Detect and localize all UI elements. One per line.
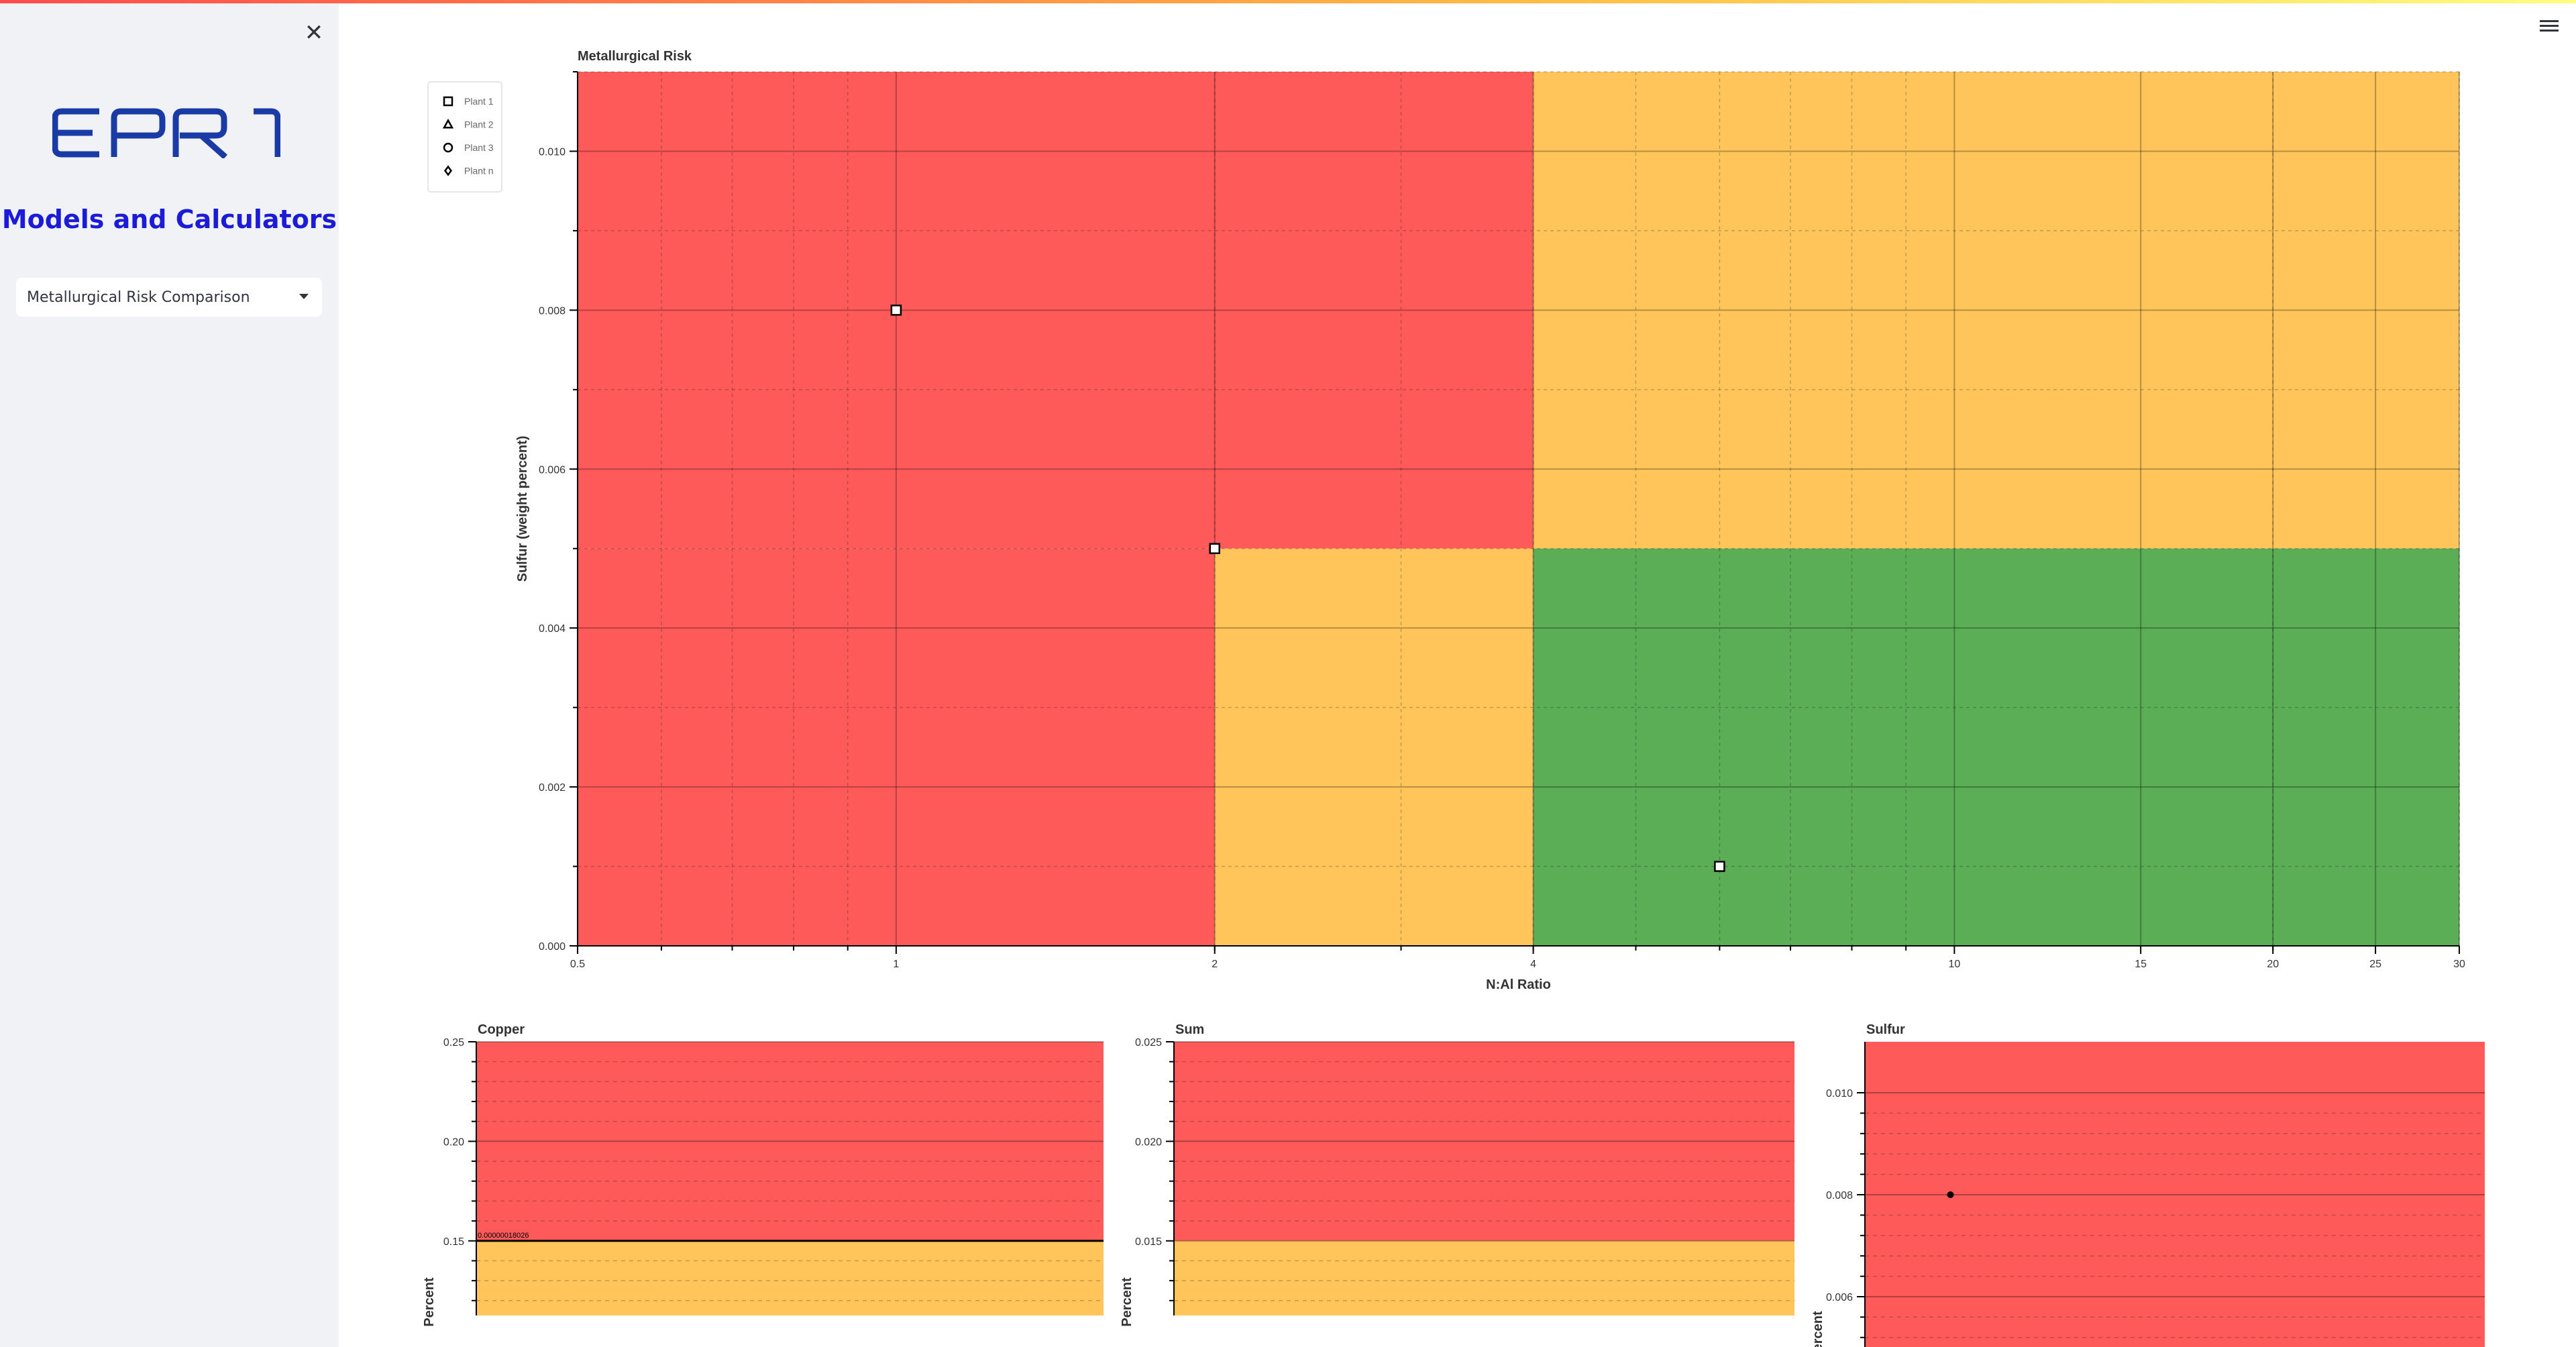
legend-box bbox=[427, 81, 502, 193]
legend-label: Plant 2 bbox=[464, 119, 494, 130]
legend-marker-square bbox=[443, 96, 453, 107]
risk-region bbox=[1865, 1042, 2485, 1347]
calculator-select[interactable]: Metallurgical Risk Comparison bbox=[16, 278, 322, 317]
y-axis-title: Percent bbox=[1120, 1277, 1134, 1327]
legend-label: Plant n bbox=[464, 166, 494, 176]
y-tick-label: 0.025 bbox=[1135, 1037, 1162, 1048]
x-tick-label: 25 bbox=[2369, 959, 2381, 970]
data-point bbox=[890, 305, 902, 316]
calculator-select-value: Metallurgical Risk Comparison bbox=[27, 288, 250, 306]
threshold-annotation: 0.00000018026 bbox=[478, 1232, 529, 1240]
chart-title: Metallurgical Risk bbox=[578, 49, 692, 64]
copper-chart: 0.15 0.20 0.25 Copper Percent 0.00000018026 bbox=[422, 1022, 1104, 1327]
sidebar: ✕ Models and Calculators Metallurgical R… bbox=[0, 3, 339, 1347]
y-tick-label: 0.006 bbox=[539, 464, 566, 476]
close-sidebar-button[interactable]: ✕ bbox=[299, 18, 329, 48]
risk-region bbox=[1174, 1240, 1794, 1315]
legend-marker-diamond bbox=[443, 165, 453, 176]
chart-title: Copper bbox=[478, 1022, 525, 1037]
chart-title: Sum bbox=[1175, 1022, 1204, 1037]
epri-logo-graphic bbox=[52, 108, 281, 160]
top-decoration-bar bbox=[0, 0, 2576, 3]
x-tick-label: 10 bbox=[1948, 959, 1960, 970]
y-tick-label: 0.004 bbox=[539, 623, 566, 635]
metallurgical-risk-chart: 0.000 0.002 0.004 0.006 0.008 0.010 0.5 1 2 4 10 15… bbox=[427, 49, 2465, 992]
risk-region-high bbox=[578, 548, 1215, 946]
y-tick-label: 0.020 bbox=[1135, 1136, 1162, 1148]
x-tick-label: 0.5 bbox=[570, 959, 585, 970]
risk-region-medium bbox=[1214, 548, 1534, 946]
chart-title: Sulfur bbox=[1866, 1022, 1905, 1037]
legend-marker-circle bbox=[443, 142, 453, 153]
y-tick-label: 0.15 bbox=[443, 1236, 464, 1248]
y-tick-label: 0.010 bbox=[539, 146, 566, 158]
close-icon: ✕ bbox=[304, 19, 324, 46]
y-axis-title: Sulfur (weight percent) bbox=[515, 436, 530, 582]
chevron-down-icon bbox=[299, 294, 309, 299]
x-tick-label: 4 bbox=[1530, 959, 1536, 970]
main-menu-button[interactable] bbox=[2537, 17, 2561, 38]
y-tick-label: 0.000 bbox=[539, 941, 566, 953]
risk-region-low bbox=[1533, 548, 2459, 946]
risk-region-medium bbox=[1533, 72, 2459, 549]
legend-label: Plant 3 bbox=[464, 142, 494, 153]
x-tick-label: 1 bbox=[893, 959, 899, 970]
legend-marker-triangle bbox=[442, 118, 454, 129]
x-tick-label: 30 bbox=[2453, 959, 2465, 970]
data-point bbox=[1714, 861, 1725, 872]
y-tick-label: 0.002 bbox=[539, 782, 566, 794]
y-axis-title: Percent bbox=[1811, 1311, 1825, 1347]
x-tick-label: 15 bbox=[2135, 959, 2147, 970]
sum-chart: 0.015 0.020 0.025 Sum Percent bbox=[1120, 1022, 1794, 1327]
x-tick-label: 20 bbox=[2267, 959, 2279, 970]
risk-region bbox=[476, 1240, 1104, 1315]
sidebar-title: Models and Calculators bbox=[1, 205, 337, 234]
hamburger-menu-icon bbox=[2540, 20, 2559, 22]
risk-region bbox=[476, 1042, 1104, 1241]
sulfur-chart: 0.006 0.008 0.010 Sulfur Percent bbox=[1811, 1022, 2485, 1347]
y-tick-label: 0.20 bbox=[443, 1136, 464, 1148]
x-axis-title: N:Al Ratio bbox=[1486, 977, 1551, 992]
data-point bbox=[1209, 543, 1220, 554]
y-axis-title: Percent bbox=[422, 1277, 437, 1327]
y-tick-label: 0.015 bbox=[1135, 1236, 1162, 1248]
risk-region bbox=[1174, 1042, 1794, 1241]
y-tick-label: 0.008 bbox=[539, 305, 566, 317]
epri-logo bbox=[52, 107, 281, 162]
y-tick-label: 0.25 bbox=[443, 1037, 464, 1048]
y-tick-label: 0.008 bbox=[1826, 1190, 1853, 1201]
risk-region-high bbox=[578, 72, 1534, 549]
legend-label: Plant 1 bbox=[464, 96, 494, 107]
y-tick-label: 0.010 bbox=[1826, 1088, 1853, 1099]
x-tick-label: 2 bbox=[1212, 959, 1218, 970]
y-tick-label: 0.006 bbox=[1826, 1292, 1853, 1303]
legend: Plant 1 Plant 2 Plant 3 Plant n bbox=[427, 81, 502, 193]
data-point bbox=[1947, 1191, 1954, 1198]
